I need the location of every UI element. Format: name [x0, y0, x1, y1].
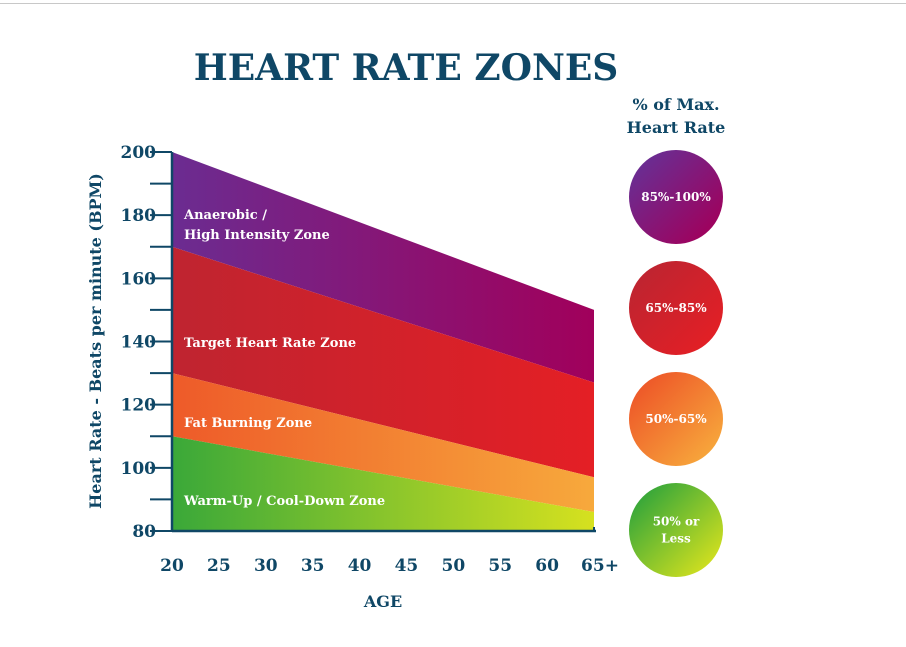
- y-tick-label: 100: [121, 459, 157, 479]
- zone-area-2: [172, 246, 594, 478]
- zone-area-1: [172, 152, 594, 383]
- x-tick-label: 30: [254, 556, 278, 576]
- x-tick-label: 45: [395, 556, 419, 576]
- x-axis-label: AGE: [363, 592, 402, 611]
- x-tick-label: 55: [488, 556, 512, 576]
- x-tick-label: 35: [301, 556, 325, 576]
- x-tick-label: 40: [348, 556, 372, 576]
- zone-label: Fat Burning Zone: [184, 416, 312, 431]
- y-tick-label: 120: [121, 396, 157, 416]
- legend-label: 65%-85%: [645, 301, 707, 315]
- y-tick-label: 140: [121, 333, 157, 353]
- zone-label: Anaerobic /: [183, 208, 267, 223]
- legend-circle-2: [629, 261, 723, 355]
- legend-label: 50%-65%: [645, 412, 707, 426]
- legend-circle-1: [629, 150, 723, 244]
- zone-area-3: [172, 373, 594, 513]
- y-tick-label: 80: [132, 522, 156, 542]
- y-tick-label: 200: [121, 143, 157, 163]
- x-tick-label: 25: [207, 556, 231, 576]
- y-tick-label: 160: [121, 269, 157, 289]
- y-tick-label: 180: [121, 206, 157, 226]
- zone-area-4: [172, 436, 594, 531]
- legend-label: Less: [661, 532, 691, 546]
- legend-label: 85%-100%: [641, 190, 711, 204]
- x-tick-label: 50: [441, 556, 465, 576]
- legend-title: Heart Rate: [627, 118, 726, 137]
- x-tick-label: 20: [160, 556, 184, 576]
- y-axis-label: Heart Rate - Beats per minute (BPM): [86, 173, 105, 509]
- zone-label: High Intensity Zone: [184, 228, 330, 243]
- legend-title: % of Max.: [632, 95, 719, 114]
- legend-circle-3: [629, 372, 723, 466]
- legend-circle-4: [629, 483, 723, 577]
- chart-title: HEART RATE ZONES: [194, 47, 619, 89]
- zone-label: Target Heart Rate Zone: [184, 336, 356, 351]
- x-tick-label: 60: [535, 556, 559, 576]
- legend-label: 50% or: [653, 515, 700, 529]
- zone-label: Warm-Up / Cool-Down Zone: [183, 494, 385, 509]
- top-border: [0, 3, 906, 4]
- x-tick-label: 65+: [581, 556, 619, 576]
